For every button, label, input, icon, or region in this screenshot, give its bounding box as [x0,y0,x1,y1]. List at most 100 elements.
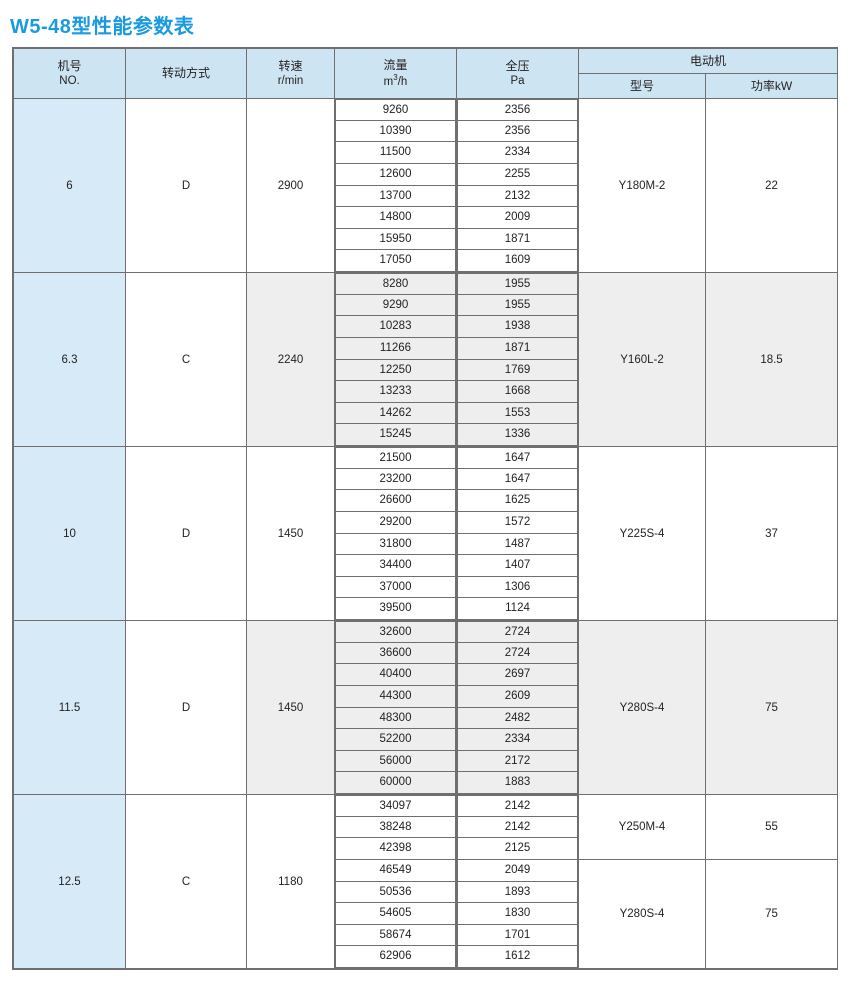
flow-value: 62906 [335,946,456,968]
flow-value: 60000 [335,772,456,794]
header-row-2: 型号 功率kW [14,73,839,99]
pressure-value: 1612 [457,946,578,968]
flow-value: 15245 [335,424,456,446]
header-flow-line1: 流量 [383,57,408,72]
cell-flow-stack: 8280 9290 10283 11266 12250 13233 14262 15245 [334,272,457,447]
header-cell-pressure: 全压 Pa [456,48,579,99]
cell-flow-stack-inner: 34097 38248 42398 46549 50536 54605 58674 62906 [335,795,456,968]
pressure-value: 1407 [457,555,578,577]
flow-value: 10390 [335,120,456,143]
performance-table-container: 机号 NO. 转动方式 转速 r/min 流量 m3/h [12,47,839,970]
pressure-value: 2356 [457,120,578,143]
pressure-value: 1893 [457,881,578,904]
flow-value: 17050 [335,250,456,272]
flow-value: 48300 [335,707,456,730]
pressure-value: 2009 [457,207,578,229]
cell-rpm: 2240 [246,272,335,447]
pressure-value: 2125 [457,838,578,860]
pressure-value: 2334 [457,142,578,164]
pressure-value: 2334 [457,729,578,751]
cell-machine-no: 11.5 [13,620,126,795]
header-no-line2: NO. [59,74,80,87]
flow-value: 54605 [335,903,456,925]
flow-value: 14262 [335,402,456,425]
flow-value: 46549 [335,859,456,882]
header-drive-label: 转动方式 [161,66,210,81]
pressure-value: 1609 [457,250,578,272]
header-cell-drive: 转动方式 [125,48,247,99]
cell-motor-model: Y280S-4 [578,620,706,795]
flow-value: 44300 [335,685,456,708]
cell-flow-stack-inner: 8280 9290 10283 11266 12250 13233 14262 15245 [335,273,456,446]
pressure-value: 1871 [457,228,578,251]
pressure-value: 1124 [457,598,578,620]
cell-flow-stack-inner: 21500 23200 26600 29200 31800 34400 37000 39500 [335,447,456,620]
cell-rpm: 1180 [246,794,335,969]
flow-value: 23200 [335,468,456,491]
pressure-value: 1487 [457,533,578,556]
cell-pressure-stack: 2356 2356 2334 2255 2132 2009 1871 1609 [456,98,579,273]
cell-motor-power: 75 [704,620,839,795]
flow-value: 12250 [335,359,456,382]
header-flow-unit-post: /h [397,75,408,88]
flow-value: 56000 [335,750,456,773]
pressure-value: 1572 [457,511,578,534]
pressure-value: 2356 [457,99,578,121]
flow-value: 10283 [335,316,456,338]
flow-value: 40400 [335,664,456,686]
flow-value: 21500 [335,447,456,469]
pressure-value: 2724 [457,642,578,665]
header-flow-line2: m3/h [335,73,456,90]
pressure-value: 1306 [457,576,578,599]
header-flow-unit-pre: m [383,75,394,88]
cell-machine-no: 12.5 [13,794,126,969]
header-flow-unit-sup: 3 [393,72,398,82]
pressure-value: 2482 [457,707,578,730]
flow-value: 38248 [335,816,456,839]
header-cell-motor-model: 型号 [578,73,706,99]
header-cell-rpm: 转速 r/min [246,48,335,99]
flow-value: 29200 [335,511,456,534]
cell-motor-model: Y180M-2 [578,98,706,273]
cell-motor-power: 22 [704,98,839,273]
cell-pressure-stack-inner: 2142 2142 2125 2049 1893 1830 1701 1612 [457,795,578,968]
cell-drive-type: D [125,620,247,795]
cell-pressure-stack-inner: 1955 1955 1938 1871 1769 1668 1553 1336 [457,273,578,446]
header-rpm-line2: r/min [277,74,304,87]
pressure-value: 2255 [457,163,578,186]
header-cell-no: 机号 NO. [13,48,126,99]
cell-flow-stack: 32600 36600 40400 44300 48300 52200 56000 60000 [334,620,457,795]
cell-machine-no: 6.3 [13,272,126,447]
cell-motor-model-segment: Y280S-4 [619,907,665,920]
pressure-value: 1938 [457,316,578,338]
table-row: 12.5 C 1180 34097 38248 42398 46549 50536 54605 5… [13,794,839,969]
cell-machine-no: 10 [13,446,126,621]
header-cell-motor-power: 功率kW [704,73,839,99]
pressure-value: 1647 [457,447,578,469]
pressure-value: 1647 [457,468,578,491]
pressure-value: 2172 [457,750,578,773]
header-cell-flow: 流量 m3/h [334,48,457,99]
pressure-value: 1955 [457,273,578,295]
pressure-value: 1769 [457,359,578,382]
pressure-value: 2142 [457,795,578,817]
cell-rpm: 2900 [246,98,335,273]
flow-value: 37000 [335,576,456,599]
table-body: 6 D 2900 9260 10390 11500 12600 13700 14800 15950… [13,98,839,969]
page-title: W5-48型性能参数表 [10,16,195,38]
cell-motor-power: 55 75 [704,794,839,969]
cell-flow-stack: 21500 23200 26600 29200 31800 34400 37000 39500 [334,446,457,621]
cell-motor-power-segment: 75 [765,907,778,920]
flow-value: 26600 [335,490,456,512]
pressure-value: 2142 [457,816,578,839]
cell-drive-type: D [125,98,247,273]
flow-value: 13700 [335,185,456,208]
cell-motor-model: Y225S-4 [578,446,706,621]
pressure-value: 2724 [457,621,578,643]
header-row-1: 机号 NO. 转动方式 转速 r/min 流量 m3/h [13,48,839,99]
pressure-value: 1955 [457,294,578,317]
cell-pressure-stack: 2142 2142 2125 2049 1893 1830 1701 1612 [456,794,579,969]
header-rpm-line1: 转速 [278,58,303,73]
cell-pressure-stack: 1647 1647 1625 1572 1487 1407 1306 1124 [456,446,579,621]
